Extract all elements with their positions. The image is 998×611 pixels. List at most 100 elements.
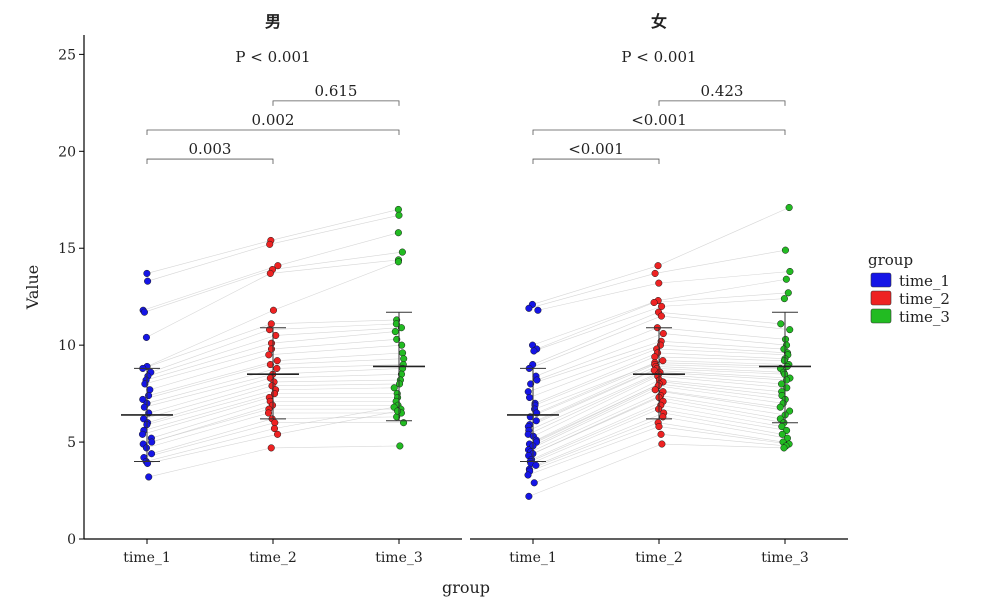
overall-p-female: P < 0.001: [621, 48, 696, 66]
data-point-female-time-2: [651, 269, 659, 277]
legend-swatch-time-2: [870, 290, 892, 306]
data-point-female-time-3: [786, 407, 794, 415]
paired-line: [654, 370, 790, 379]
data-point-male-time-3: [396, 442, 404, 450]
paired-line: [151, 418, 273, 454]
data-point-female-time-3: [780, 295, 788, 303]
paired-line: [655, 366, 784, 373]
paired-line: [657, 368, 785, 375]
data-point-male-time-1: [148, 450, 156, 458]
data-point-male-time-2: [273, 364, 281, 372]
y-axis-title: Value: [23, 265, 42, 311]
paired-line: [275, 387, 395, 391]
paired-line: [658, 271, 790, 284]
data-point-female-time-3: [784, 289, 792, 297]
y-tick-label: 0: [67, 532, 76, 548]
data-point-male-time-2: [265, 351, 273, 359]
x-tick-label: time_3: [761, 550, 809, 566]
data-point-female-time-2: [659, 357, 667, 365]
paired-line: [662, 416, 788, 439]
paired-line: [528, 397, 660, 456]
paired-line: [659, 379, 782, 392]
x-tick-label: time_1: [509, 550, 557, 566]
paired-line: [147, 434, 278, 464]
paired-line: [658, 422, 784, 443]
data-point-male-time-3: [399, 349, 407, 357]
paired-line: [270, 209, 399, 241]
paired-line: [654, 356, 785, 361]
data-point-male-time-3: [394, 407, 402, 415]
paired-line: [528, 372, 661, 431]
paired-line: [529, 368, 658, 425]
legend-swatch-time-1: [870, 272, 892, 288]
data-point-male-time-3: [394, 205, 402, 214]
paired-line: [663, 401, 784, 423]
y-tick-label: 10: [58, 338, 76, 354]
data-point-male-time-1: [142, 444, 150, 452]
data-point-female-time-3: [776, 403, 784, 411]
paired-line: [534, 352, 658, 404]
data-point-male-time-2: [267, 444, 275, 452]
paired-line: [654, 292, 789, 303]
paired-line: [272, 251, 403, 270]
paired-line: [142, 364, 271, 400]
x-tick-label: time_3: [375, 550, 423, 566]
paired-line: [269, 323, 397, 330]
paired-line: [529, 422, 659, 472]
legend-label-time-2: time_2: [899, 290, 950, 308]
paired-line: [528, 389, 656, 451]
comparison-bracket: [532, 158, 660, 165]
comparison-p-label: <0.001: [631, 111, 687, 129]
paired-line: [274, 406, 395, 429]
summary-layer: [121, 311, 811, 462]
comparison-bracket: [146, 158, 274, 165]
paired-line: [534, 360, 663, 410]
data-point-female-time-3: [780, 444, 788, 452]
data-point-female-time-1: [524, 388, 532, 396]
points-layer: [138, 203, 794, 500]
paired-line: [146, 389, 276, 425]
paired-line: [662, 391, 790, 412]
data-point-male-time-1: [145, 473, 153, 481]
paired-line: [148, 360, 278, 396]
data-point-female-time-1: [530, 479, 538, 487]
paired-line: [530, 408, 659, 464]
paired-line: [146, 273, 271, 338]
data-point-male-time-2: [269, 306, 278, 314]
paired-line: [529, 315, 662, 369]
paired-line: [658, 397, 781, 420]
comparison-p-label: 0.003: [189, 140, 232, 158]
data-point-male-time-3: [391, 328, 399, 336]
paired-line: [658, 426, 790, 445]
data-point-male-time-3: [394, 258, 402, 266]
y-tick-label: 25: [58, 47, 76, 63]
paired-line: [146, 342, 272, 381]
facet-title-male: 男: [265, 12, 281, 31]
paired-line: [147, 244, 270, 282]
paired-line: [146, 309, 274, 367]
data-point-male-time-1: [142, 333, 150, 341]
paired-line: [277, 410, 398, 435]
y-tick-label: 15: [58, 241, 76, 257]
paired-line: [532, 311, 659, 365]
overall-p-male: P < 0.001: [235, 48, 310, 66]
paired-line: [528, 344, 661, 392]
paired-line: [529, 383, 660, 445]
data-point-male-time-1: [140, 308, 148, 316]
data-point-female-time-2: [655, 279, 663, 287]
data-point-male-time-3: [392, 320, 400, 328]
paired-line: [661, 315, 790, 330]
paired-line: [274, 379, 401, 383]
paired-line: [147, 335, 276, 377]
paired-line: [143, 422, 275, 458]
paired-line: [533, 306, 662, 352]
data-point-female-time-1: [532, 417, 540, 425]
data-point-female-time-2: [657, 312, 665, 320]
paired-lines-layer: [142, 207, 790, 497]
paired-line: [269, 214, 400, 245]
paired-line: [660, 395, 786, 416]
paired-line: [661, 434, 787, 447]
comparison-bracket: [272, 100, 400, 106]
data-point-female-time-3: [778, 423, 786, 431]
paired-line: [275, 327, 402, 336]
